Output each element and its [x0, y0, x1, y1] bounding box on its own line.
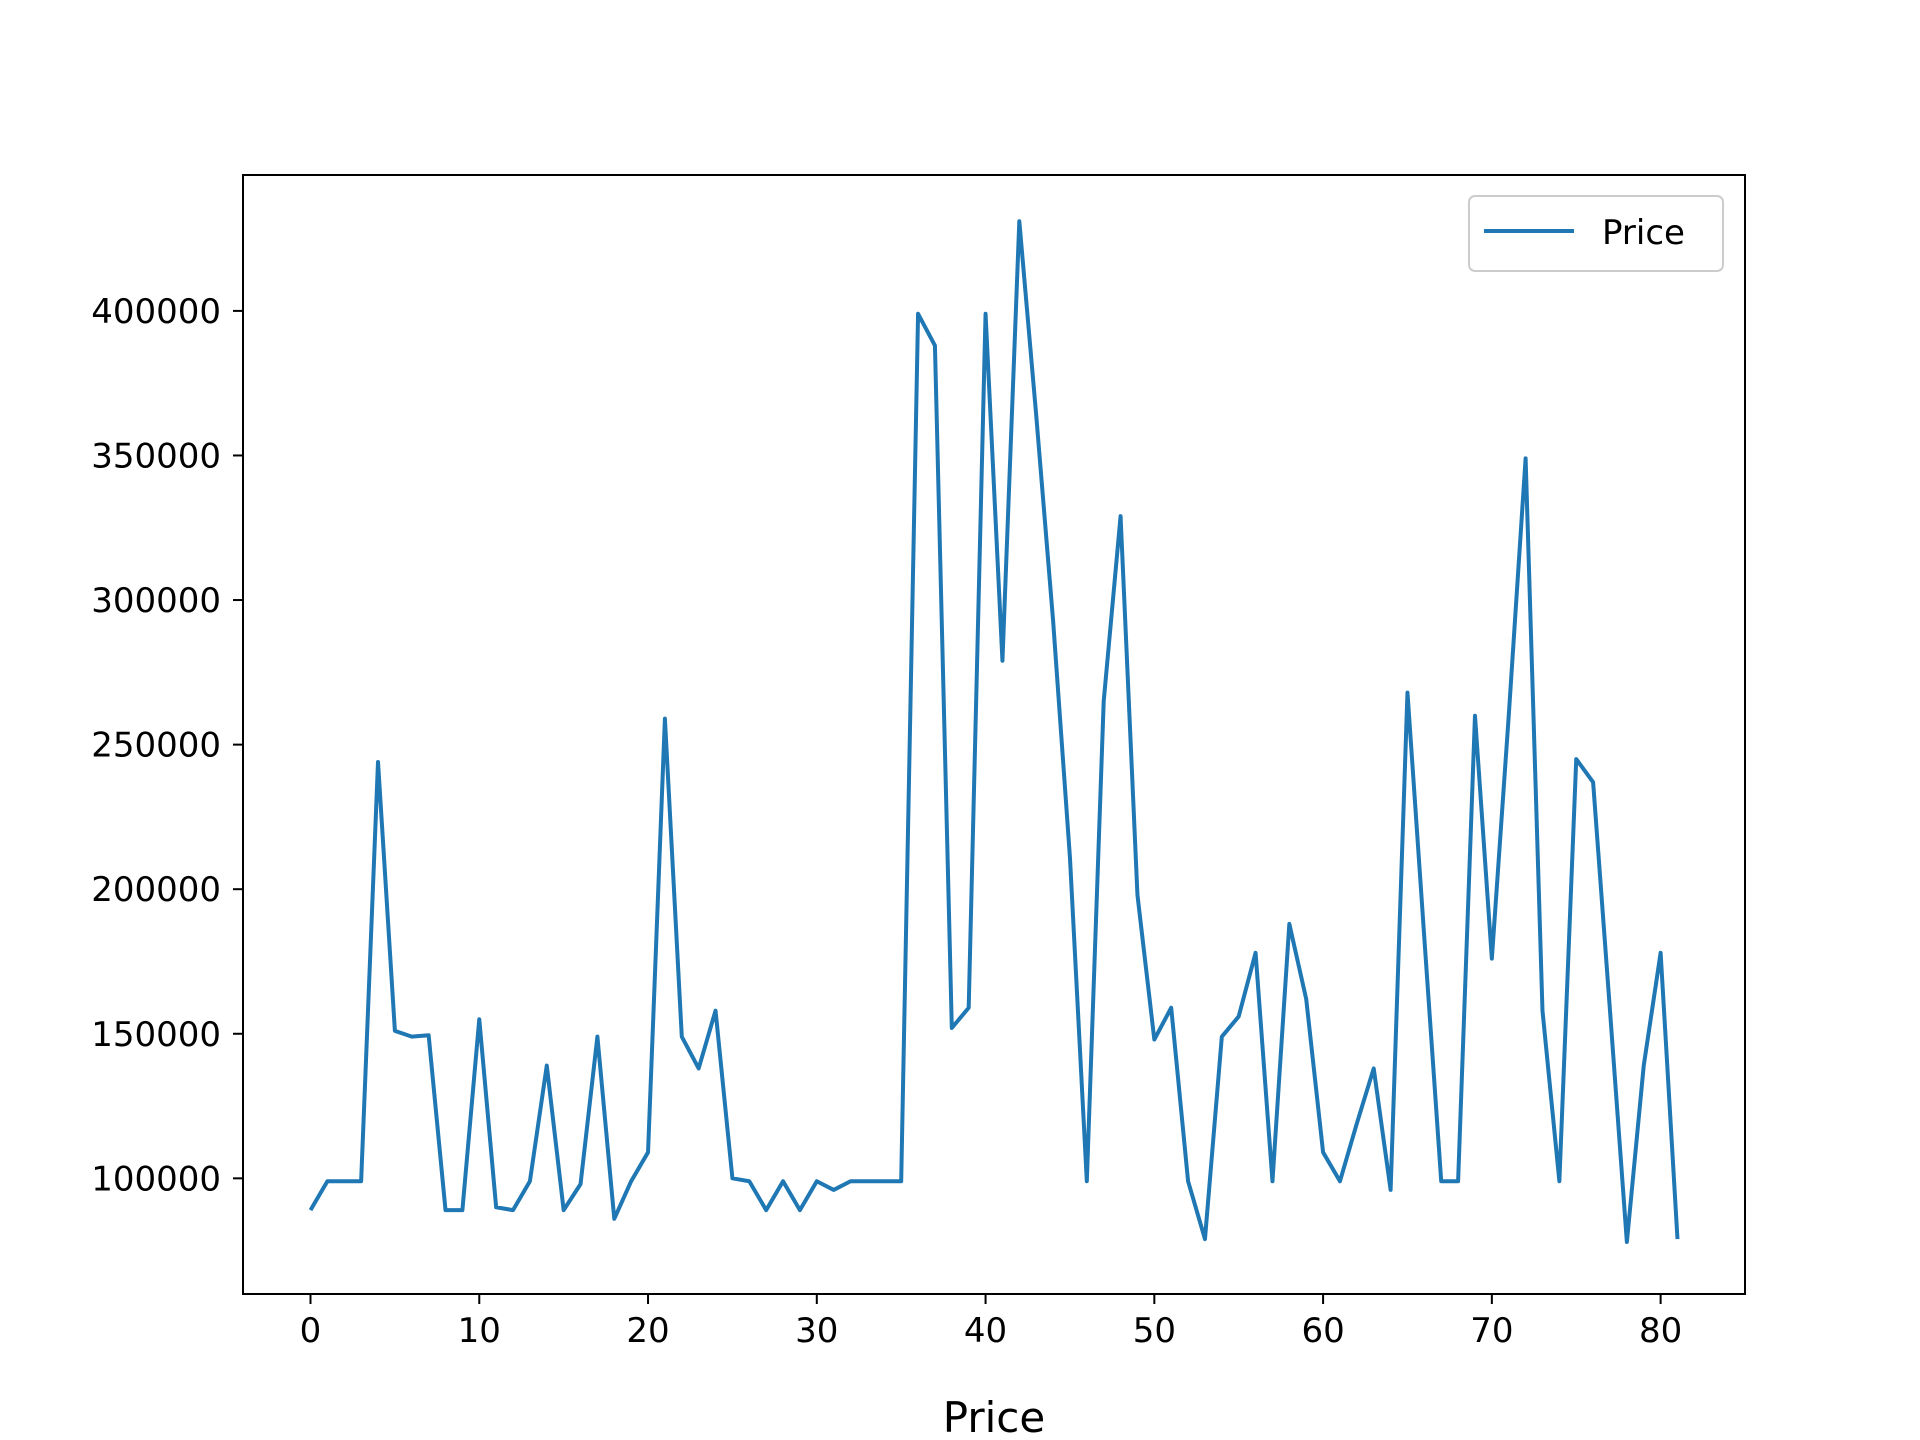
- x-tick-label: 0: [300, 1311, 322, 1351]
- y-tick-label: 150000: [91, 1015, 221, 1055]
- x-tick-label: 70: [1470, 1311, 1513, 1351]
- x-tick-label: 30: [795, 1311, 838, 1351]
- y-tick-label: 100000: [91, 1159, 221, 1199]
- legend-box: [1468, 195, 1724, 272]
- x-tick-label: 40: [964, 1311, 1007, 1351]
- x-axis-title: Price: [943, 1393, 1045, 1440]
- y-axis: 100000 150000 200000 250000 300000 350000 4000…: [91, 292, 243, 1199]
- x-axis: 0 10 20 30 40 50 60 70 80: [300, 1294, 1682, 1351]
- y-tick-label: 400000: [91, 292, 221, 332]
- legend: Price: [1468, 195, 1724, 272]
- y-tick-label: 200000: [91, 870, 221, 910]
- series-layer: [308, 219, 1680, 1244]
- x-tick-label: 50: [1133, 1311, 1176, 1351]
- y-tick-label: 300000: [91, 581, 221, 621]
- series-line-price: [308, 219, 1680, 1244]
- x-tick-label: 10: [458, 1311, 501, 1351]
- x-tick-label: 60: [1301, 1311, 1344, 1351]
- y-tick-label: 350000: [91, 436, 221, 476]
- y-tick-label: 250000: [91, 726, 221, 766]
- plot-frame: [242, 174, 1746, 1295]
- x-tick-label: 20: [626, 1311, 669, 1351]
- x-tick-label: 80: [1639, 1311, 1682, 1351]
- legend-label-price: Price: [1602, 213, 1685, 253]
